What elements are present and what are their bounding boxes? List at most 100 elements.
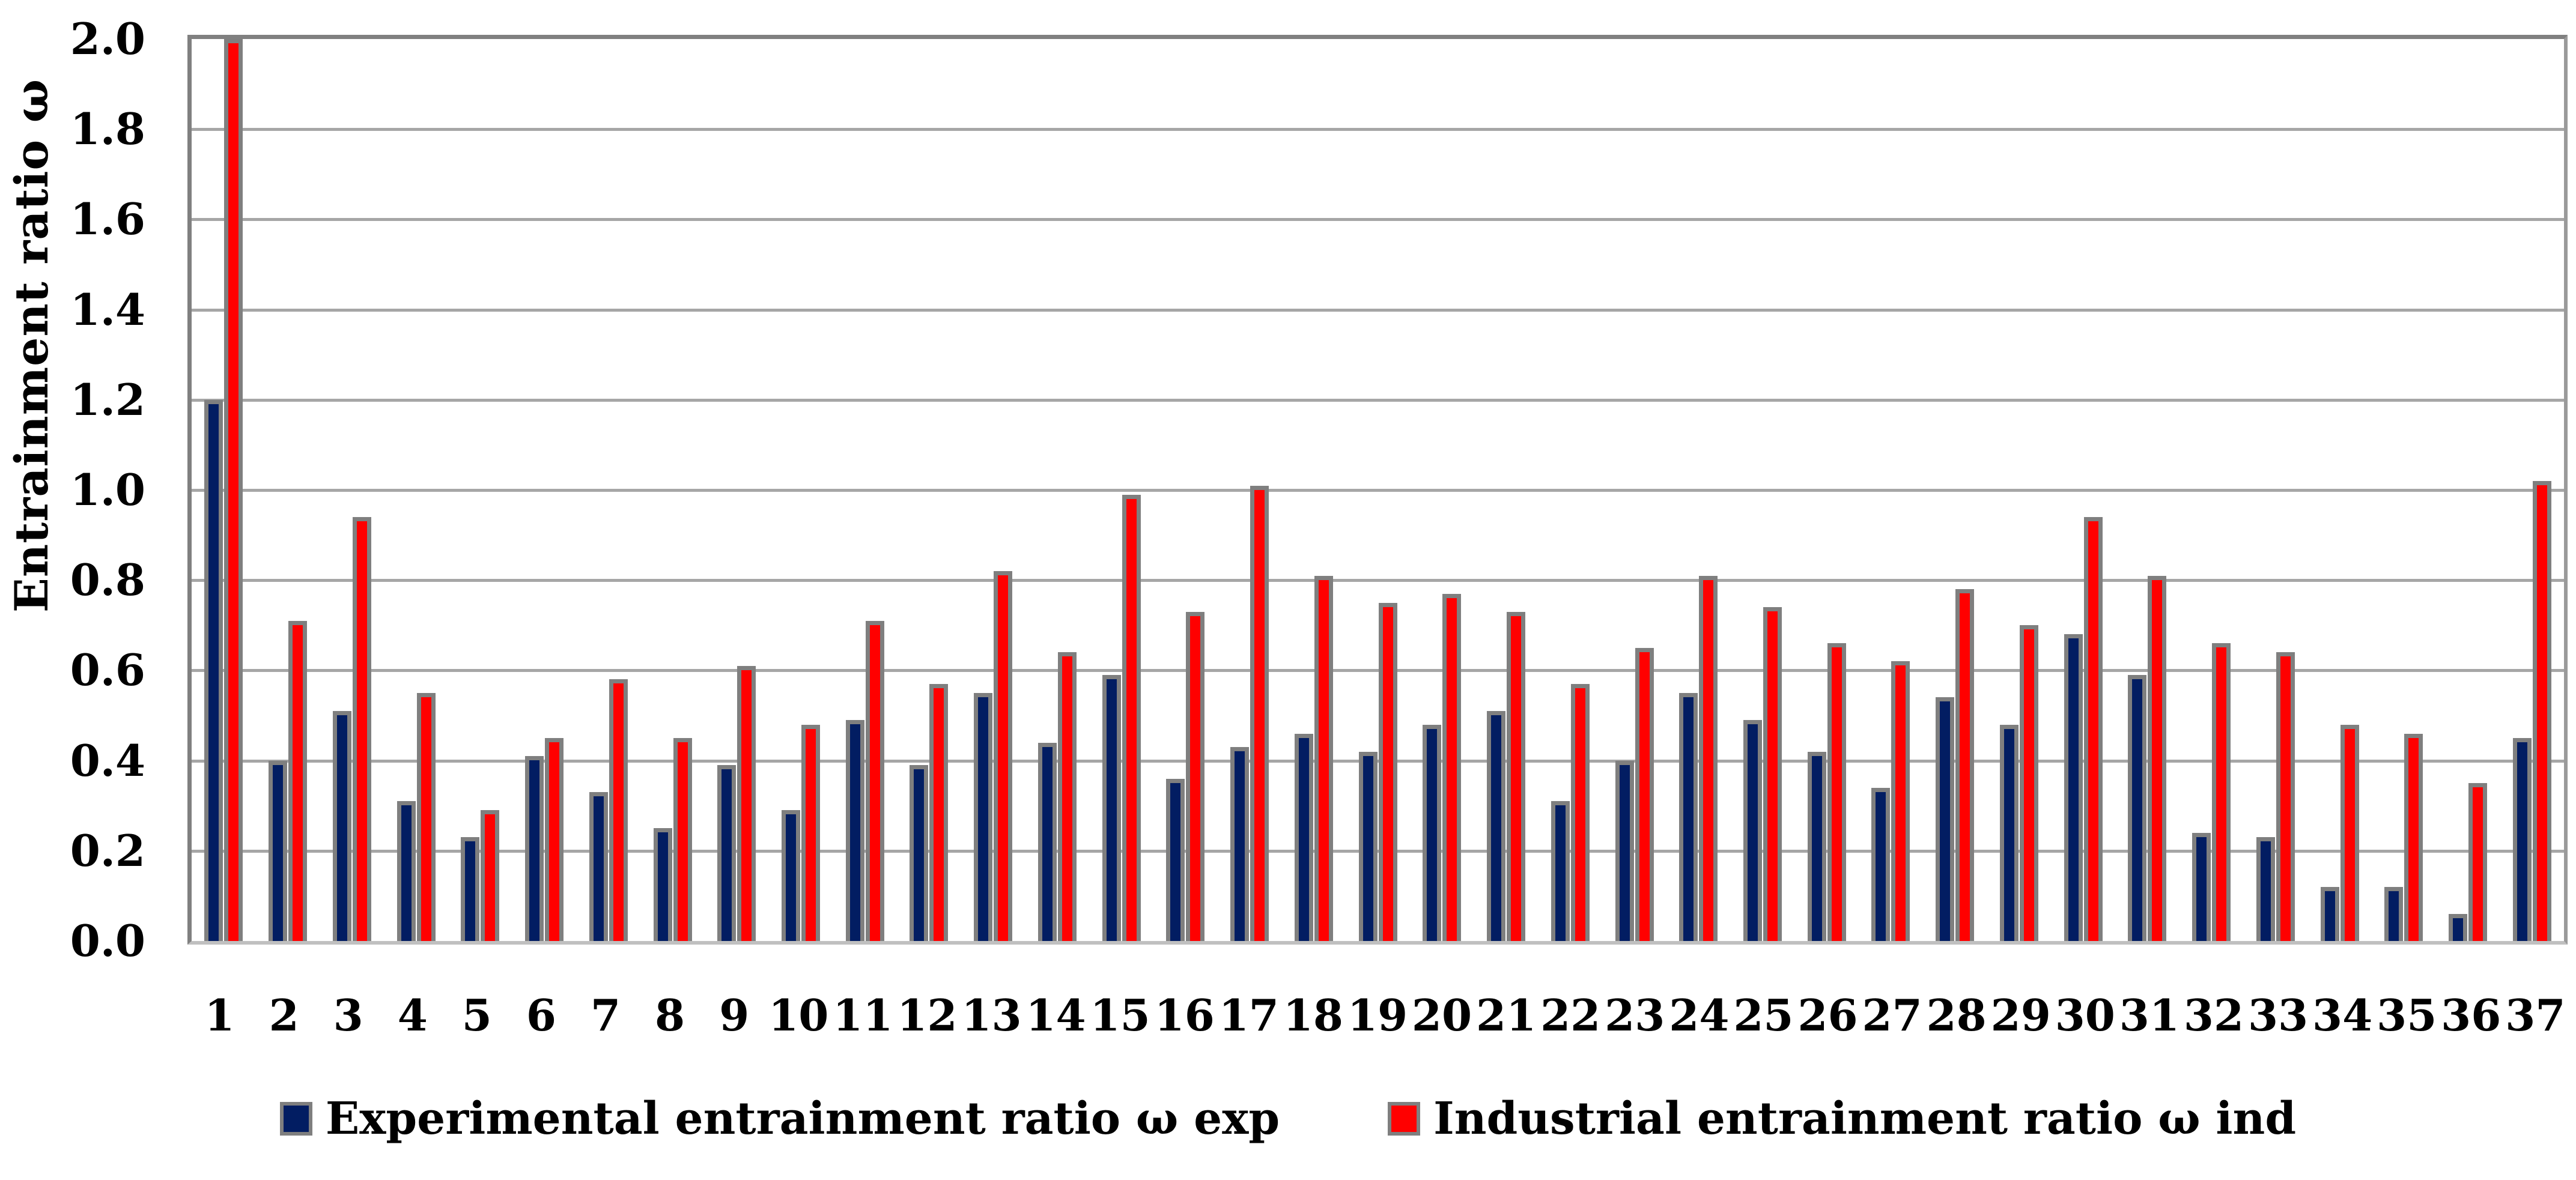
y-axis-title: Entrainment ratio ω [5, 78, 58, 613]
bar-experimental-2 [269, 760, 288, 941]
bar-experimental-35 [2384, 886, 2404, 941]
bar-industrial-23 [1635, 647, 1654, 941]
bar-experimental-34 [2320, 886, 2339, 941]
bar-industrial-17 [1250, 485, 1269, 941]
bar-group-32 [2180, 39, 2244, 941]
gridline [192, 398, 2564, 402]
bar-industrial-15 [1122, 494, 1141, 941]
bar-industrial-16 [1186, 611, 1205, 941]
x-label-36: 36 [2441, 990, 2502, 1041]
bar-group-19 [1346, 39, 1410, 941]
plot-area [187, 35, 2568, 945]
x-label-21: 21 [1476, 990, 1537, 1041]
bar-experimental-4 [396, 801, 416, 941]
x-label-1: 1 [204, 990, 235, 1041]
bar-experimental-5 [461, 837, 480, 941]
y-tick-label-1.0: 1.0 [70, 464, 145, 515]
bar-group-29 [1987, 39, 2052, 941]
bar-group-8 [640, 39, 705, 941]
bar-group-21 [1474, 39, 1539, 941]
x-label-4: 4 [397, 990, 428, 1041]
bar-industrial-21 [1507, 611, 1526, 941]
y-tick-label-2.0: 2.0 [70, 13, 145, 64]
x-label-28: 28 [1926, 990, 1987, 1041]
bar-group-3 [320, 39, 384, 941]
x-label-10: 10 [768, 990, 829, 1041]
legend-label-experimental: Experimental entrainment ratio ω exp [325, 1093, 1280, 1145]
y-tick-label-0.6: 0.6 [70, 644, 145, 696]
bar-industrial-30 [2083, 517, 2103, 941]
gridline [192, 849, 2564, 853]
x-label-24: 24 [1669, 990, 1730, 1041]
x-label-5: 5 [461, 990, 492, 1041]
y-tick-label-1.2: 1.2 [70, 374, 145, 425]
gridline [192, 218, 2564, 222]
x-label-3: 3 [333, 990, 363, 1041]
bar-group-13 [961, 39, 1025, 941]
bar-industrial-19 [1378, 602, 1397, 941]
bar-experimental-18 [1294, 733, 1313, 941]
bar-industrial-12 [929, 683, 949, 941]
bar-group-18 [1281, 39, 1346, 941]
bar-industrial-24 [1699, 575, 1718, 941]
legend-swatch-industrial [1388, 1102, 1421, 1136]
bar-group-11 [833, 39, 897, 941]
bar-experimental-11 [845, 720, 864, 941]
bar-industrial-4 [416, 692, 436, 941]
bar-group-7 [576, 39, 640, 941]
bar-industrial-9 [737, 665, 756, 941]
y-tick-label-0.8: 0.8 [70, 554, 145, 606]
bar-industrial-13 [994, 571, 1013, 941]
bar-experimental-23 [1615, 760, 1634, 941]
x-label-26: 26 [1797, 990, 1858, 1041]
bar-industrial-1 [224, 39, 243, 941]
bar-group-27 [1859, 39, 1923, 941]
bar-industrial-29 [2019, 625, 2038, 941]
y-tick-label-1.4: 1.4 [70, 283, 145, 335]
bar-experimental-22 [1551, 801, 1570, 941]
bar-experimental-13 [974, 692, 993, 941]
legend: Experimental entrainment ratio ω exp Ind… [0, 1093, 2576, 1145]
bar-experimental-15 [1102, 674, 1121, 941]
y-tick-label-1.8: 1.8 [70, 103, 145, 155]
bar-industrial-31 [2148, 575, 2167, 941]
bar-industrial-27 [1891, 661, 1910, 941]
bar-group-17 [1218, 39, 1282, 941]
x-label-19: 19 [1347, 990, 1408, 1041]
x-label-11: 11 [833, 990, 893, 1041]
bar-group-30 [2051, 39, 2115, 941]
bar-experimental-8 [653, 828, 672, 941]
bar-experimental-14 [1037, 742, 1057, 941]
x-label-23: 23 [1605, 990, 1665, 1041]
x-axis-labels: 1 2 3 4 5 6 7 8 9 10 11 12 13 14 15 16 17 18 19 20 21 22 23 24 2… [187, 990, 2568, 1041]
bar-industrial-26 [1827, 643, 1846, 941]
bars-container [192, 39, 2564, 941]
x-label-32: 32 [2183, 990, 2244, 1041]
bar-industrial-25 [1763, 607, 1782, 941]
x-label-13: 13 [961, 990, 1022, 1041]
bar-group-15 [1089, 39, 1153, 941]
legend-item-industrial: Industrial entrainment ratio ω ind [1388, 1093, 2296, 1145]
x-label-9: 9 [719, 990, 750, 1041]
legend-swatch-experimental [279, 1102, 312, 1136]
bar-group-4 [384, 39, 448, 941]
x-label-25: 25 [1733, 990, 1794, 1041]
bar-group-26 [1794, 39, 1859, 941]
bar-group-24 [1666, 39, 1731, 941]
bar-experimental-33 [2256, 837, 2275, 941]
bar-group-25 [1731, 39, 1795, 941]
legend-item-experimental: Experimental entrainment ratio ω exp [279, 1093, 1280, 1145]
bar-experimental-6 [525, 756, 544, 941]
bar-industrial-35 [2404, 733, 2423, 941]
bar-industrial-10 [801, 724, 820, 941]
x-label-2: 2 [269, 990, 299, 1041]
bar-industrial-3 [352, 517, 371, 941]
gridline [192, 489, 2564, 492]
gridline [192, 579, 2564, 582]
bar-experimental-29 [1999, 724, 2019, 941]
bar-experimental-1 [204, 399, 223, 941]
bar-experimental-26 [1807, 751, 1826, 941]
bar-group-33 [2244, 39, 2308, 941]
bar-industrial-7 [609, 679, 628, 941]
bar-group-1 [192, 39, 256, 941]
